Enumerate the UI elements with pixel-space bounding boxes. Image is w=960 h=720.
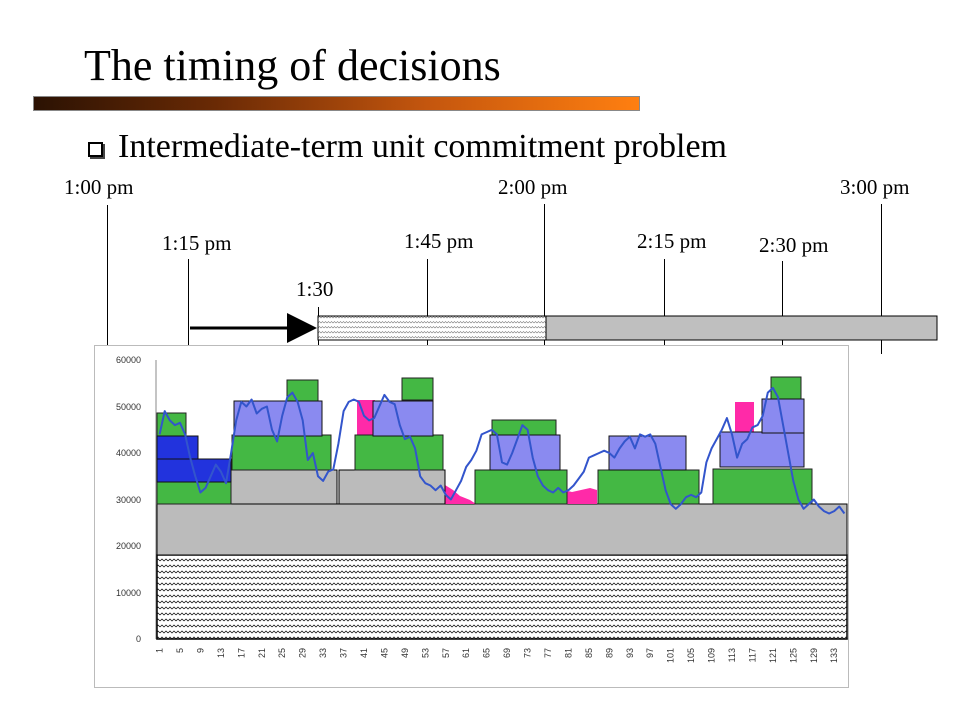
bullet-square-icon xyxy=(88,142,103,157)
y-axis: 0 10000 20000 30000 40000 50000 60000 xyxy=(116,355,141,644)
timeline-marker-100 xyxy=(107,205,108,355)
green-block xyxy=(770,376,802,401)
blue-block xyxy=(156,435,199,460)
y-tick-label: 40000 xyxy=(116,448,141,458)
timeline-marker-145 xyxy=(427,259,428,353)
horizon-lookahead-hatched xyxy=(317,315,547,341)
y-tick-label: 30000 xyxy=(116,495,141,505)
x-tick-label: 37 xyxy=(339,648,349,658)
bullet-text: Intermediate-term unit commitment proble… xyxy=(118,128,727,165)
timeline-label-145: 1:45 pm xyxy=(404,229,474,253)
horizon-extended-gray xyxy=(545,315,938,341)
x-tick-label: 13 xyxy=(216,648,226,658)
lavender-block xyxy=(233,400,323,437)
x-tick-label: 25 xyxy=(277,648,287,658)
x-tick-label: 41 xyxy=(359,648,369,658)
x-tick-label: 109 xyxy=(707,648,717,663)
timeline-label-130: 1:30 xyxy=(296,277,334,301)
green-block xyxy=(286,379,319,402)
lavender-block xyxy=(372,400,434,437)
pink-fill xyxy=(445,485,476,504)
x-tick-label: 93 xyxy=(625,648,635,658)
x-tick-label: 113 xyxy=(727,648,737,662)
x-tick-label: 1 xyxy=(155,648,165,653)
base-hatched-block xyxy=(156,554,848,640)
x-tick-label: 81 xyxy=(563,648,573,658)
x-tick-label: 125 xyxy=(788,648,798,663)
x-tick-label: 133 xyxy=(829,648,839,663)
green-block xyxy=(354,434,444,471)
x-tick-label: 29 xyxy=(298,648,308,658)
x-tick-label: 117 xyxy=(747,648,757,662)
timeline-marker-300 xyxy=(881,204,882,354)
timeline-label-100: 1:00 pm xyxy=(64,175,134,199)
green-block xyxy=(597,469,700,505)
timeline-marker-230 xyxy=(782,261,783,355)
green-block xyxy=(712,468,813,505)
x-tick-label: 9 xyxy=(195,648,205,653)
demand-line-layer xyxy=(158,386,846,515)
x-tick-label: 85 xyxy=(584,648,594,658)
x-tick-label: 69 xyxy=(502,648,512,658)
x-tick-label: 65 xyxy=(482,648,492,658)
x-tick-label: 73 xyxy=(523,648,533,658)
gray-commit-block xyxy=(230,469,338,505)
x-tick-label: 57 xyxy=(441,648,451,658)
y-tick-label: 10000 xyxy=(116,588,141,598)
x-tick-label: 61 xyxy=(461,648,471,658)
x-tick-label: 97 xyxy=(645,648,655,658)
green-block xyxy=(474,469,568,505)
lavender-block xyxy=(608,435,687,471)
x-tick-label: 101 xyxy=(666,648,676,663)
timeline-marker-115 xyxy=(188,259,189,355)
x-tick-label: 77 xyxy=(543,648,553,658)
x-tick-label: 105 xyxy=(686,648,696,663)
green-block xyxy=(156,481,232,505)
title-underline-bar xyxy=(33,96,640,111)
demand-series-line xyxy=(158,386,846,515)
y-tick-label: 20000 xyxy=(116,541,141,551)
y-tick-label: 50000 xyxy=(116,402,141,412)
x-axis-labels: 1 5 9 13 17 21 25 29 33 37 41 45 49 53 57 61 65 69 73 77 81 8… xyxy=(155,648,840,663)
x-tick-label: 49 xyxy=(400,648,410,658)
x-tick-label: 5 xyxy=(175,648,185,653)
green-block xyxy=(401,377,434,401)
x-tick-label: 17 xyxy=(236,648,246,658)
x-tick-label: 129 xyxy=(809,648,819,663)
x-tick-label: 121 xyxy=(768,648,778,663)
lavender-block xyxy=(489,434,561,471)
timeline-label-200: 2:00 pm xyxy=(498,175,568,199)
lavender-blocks xyxy=(233,398,805,471)
timeline-label-300: 3:00 pm xyxy=(840,175,910,199)
x-tick-label: 53 xyxy=(420,648,430,658)
timeline-marker-215 xyxy=(664,259,665,353)
timeline-label-230: 2:30 pm xyxy=(759,233,829,257)
x-tick-label: 45 xyxy=(379,648,389,658)
y-tick-label: 0 xyxy=(136,634,141,644)
x-tick-label: 21 xyxy=(257,648,267,658)
timeline-marker-200 xyxy=(544,204,545,352)
pink-fill xyxy=(735,402,754,432)
x-tick-label: 33 xyxy=(318,648,328,658)
slide-title: The timing of decisions xyxy=(84,41,501,90)
timeline-label-215: 2:15 pm xyxy=(637,229,707,253)
base-gray-block xyxy=(156,503,848,556)
x-tick-label: 89 xyxy=(604,648,614,658)
y-tick-label: 60000 xyxy=(116,355,141,365)
timeline-label-115: 1:15 pm xyxy=(162,231,232,255)
gray-commit-block xyxy=(338,469,446,505)
